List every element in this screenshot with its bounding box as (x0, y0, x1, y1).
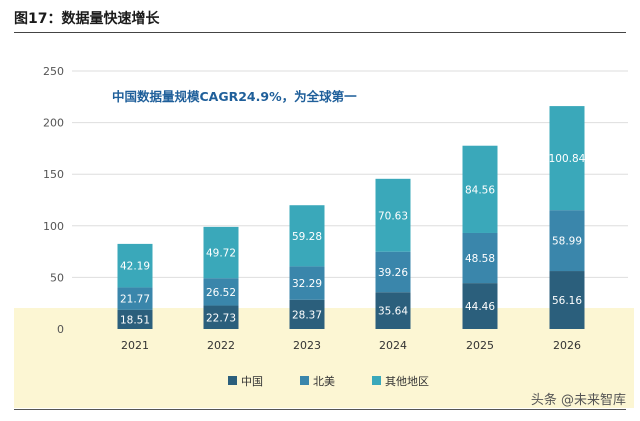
y-tick-label: 0 (57, 323, 64, 336)
data-label: 58.99 (552, 236, 582, 248)
bar-segment (549, 271, 585, 329)
legend-label: 中国 (241, 375, 263, 388)
bar-segment (203, 278, 239, 306)
x-tick-label: 2021 (121, 339, 149, 352)
bar-segment (462, 232, 498, 284)
x-tick-label: 2022 (207, 339, 235, 352)
data-label: 26.52 (206, 287, 236, 299)
bar-segment (375, 292, 411, 329)
data-label: 49.72 (206, 248, 236, 260)
bar-segment (375, 251, 411, 293)
legend-swatch (228, 376, 237, 385)
legend-swatch (300, 376, 309, 385)
data-label: 59.28 (292, 231, 322, 243)
legend-label: 北美 (313, 375, 335, 388)
data-label: 100.84 (549, 153, 586, 165)
x-tick-label: 2024 (379, 339, 407, 352)
bar-segment (375, 178, 411, 252)
x-tick-label: 2026 (553, 339, 581, 352)
bar-segment (117, 243, 153, 288)
data-label: 56.16 (552, 295, 582, 307)
y-tick-label: 100 (43, 220, 64, 233)
watermark: 头条 @未来智库 (530, 393, 626, 408)
bar-segment (203, 226, 239, 279)
figure-title: 图17：数据量快速增长 (14, 11, 160, 27)
legend-label: 其他地区 (385, 375, 429, 388)
y-tick-label: 150 (43, 168, 64, 181)
chart-title: 中国数据量规模CAGR24.9%，为全球第一 (112, 89, 357, 104)
bar-segment (549, 210, 585, 272)
y-tick-label: 250 (43, 65, 64, 78)
data-label: 70.63 (378, 210, 408, 222)
data-label: 28.37 (292, 309, 322, 321)
bar-segment (289, 266, 325, 300)
data-label: 39.26 (378, 267, 408, 279)
bar-segment (462, 283, 498, 329)
x-tick-label: 2025 (466, 339, 494, 352)
data-label: 21.77 (120, 294, 150, 306)
data-label: 48.58 (465, 253, 495, 265)
bottom-divider (14, 409, 626, 410)
legend-swatch (372, 376, 381, 385)
data-label: 32.29 (292, 278, 322, 290)
bar-segment (289, 205, 325, 267)
y-tick-label: 50 (50, 271, 64, 284)
top-divider (14, 32, 626, 33)
data-label: 42.19 (120, 261, 150, 273)
bar-segment (203, 305, 239, 329)
y-tick-label: 200 (43, 117, 64, 130)
data-label: 35.64 (378, 306, 408, 318)
bar-segment (462, 145, 498, 233)
data-label: 22.73 (206, 312, 236, 324)
bar-segment (549, 106, 585, 211)
x-tick-label: 2023 (293, 339, 321, 352)
bar-segment (117, 309, 153, 329)
bar-segment (117, 287, 153, 310)
data-label: 18.51 (120, 314, 150, 326)
data-label: 44.46 (465, 301, 495, 313)
bar-segment (289, 299, 325, 329)
data-label: 84.56 (465, 184, 495, 196)
